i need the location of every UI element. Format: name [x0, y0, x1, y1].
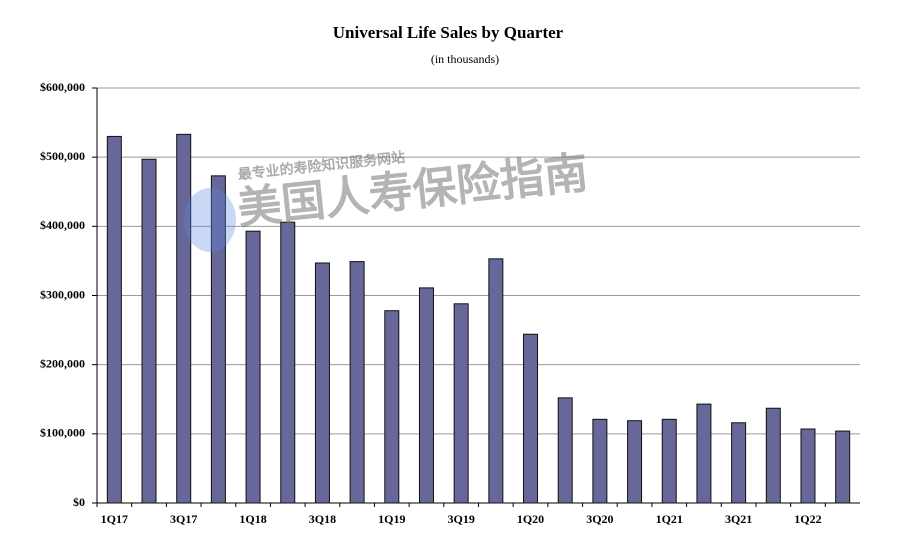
bar — [245, 230, 261, 504]
y-tick-label: $200,000 — [40, 356, 85, 370]
watermark: 最专业的寿险知识服务网站 美国人寿保险指南 — [184, 147, 590, 252]
bar — [627, 420, 643, 504]
chart-subtitle: (in thousands) — [431, 52, 499, 66]
bar — [453, 303, 469, 504]
bar — [349, 261, 365, 504]
bar — [280, 221, 296, 504]
bar — [314, 262, 330, 504]
bar — [141, 158, 157, 504]
bar — [800, 428, 816, 504]
bar — [523, 333, 539, 504]
x-tick-label: 1Q19 — [378, 512, 405, 526]
bar — [731, 422, 747, 504]
y-tick-label: $100,000 — [40, 426, 85, 440]
bar — [210, 175, 226, 504]
chart-title: Universal Life Sales by Quarter — [333, 23, 564, 42]
watermark-title: 美国人寿保险指南 — [235, 147, 590, 235]
x-tick-label: 1Q21 — [656, 512, 683, 526]
bar — [106, 135, 122, 504]
x-tick-label: 3Q20 — [586, 512, 613, 526]
x-tick-label: 1Q17 — [101, 512, 128, 526]
x-tick-label: 3Q17 — [170, 512, 197, 526]
x-tick-label: 3Q21 — [725, 512, 752, 526]
x-tick-label: 1Q20 — [517, 512, 544, 526]
y-tick-label: $500,000 — [40, 149, 85, 163]
y-tick-label: $400,000 — [40, 218, 85, 232]
y-tick-label: $0 — [73, 495, 85, 509]
bar — [176, 133, 192, 504]
x-tick-label: 1Q22 — [794, 512, 821, 526]
bar — [661, 418, 677, 504]
bar — [488, 258, 504, 504]
x-tick-label: 1Q18 — [239, 512, 266, 526]
bar — [384, 310, 400, 504]
plot: $0 $100,000 $200,000 $300,000 $400,000 $500,0… — [40, 80, 860, 526]
bar — [592, 418, 608, 504]
bar — [557, 397, 573, 504]
bar — [696, 403, 712, 504]
watermark-logo — [184, 188, 236, 252]
y-tick-label: $300,000 — [40, 287, 85, 301]
bar — [418, 287, 434, 504]
x-tick-label: 3Q19 — [447, 512, 474, 526]
bar — [765, 407, 781, 504]
x-tick-label: 3Q18 — [309, 512, 336, 526]
bar — [835, 430, 851, 504]
y-tick-label: $600,000 — [40, 80, 85, 94]
